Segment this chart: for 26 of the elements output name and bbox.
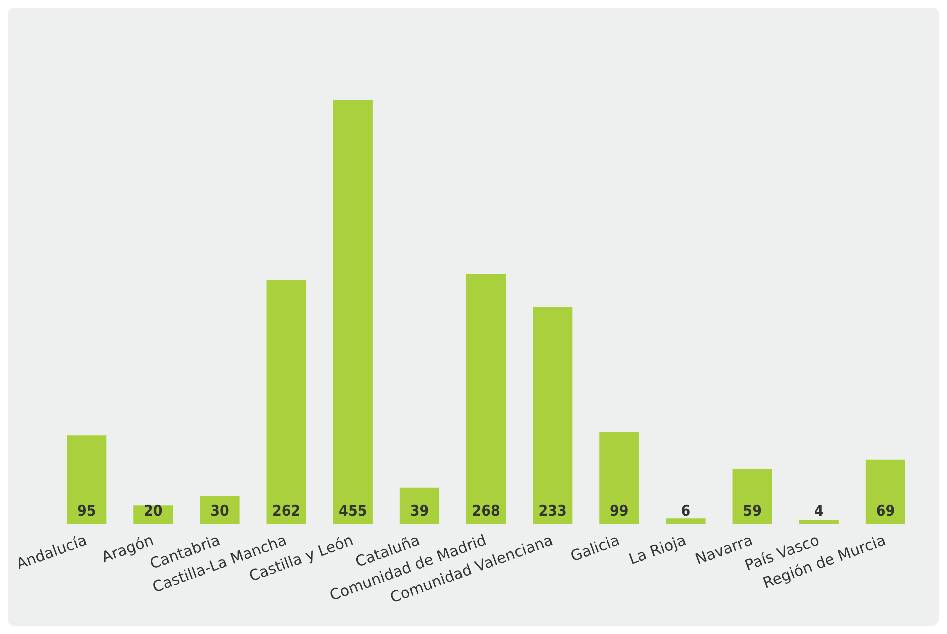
data-label: 262 bbox=[272, 502, 301, 520]
bar bbox=[333, 100, 373, 524]
data-label: 4 bbox=[814, 502, 824, 520]
bar bbox=[533, 306, 573, 524]
x-tick-label: Galicia bbox=[568, 531, 622, 566]
data-label: 6 bbox=[681, 502, 691, 520]
bar bbox=[266, 280, 306, 524]
bar bbox=[67, 436, 107, 524]
data-label: 455 bbox=[339, 502, 368, 520]
data-label: 233 bbox=[538, 502, 567, 520]
data-label: 99 bbox=[610, 502, 629, 520]
data-label: 20 bbox=[144, 502, 163, 520]
data-label: 30 bbox=[210, 502, 230, 520]
data-label: 268 bbox=[472, 502, 500, 520]
bar bbox=[866, 460, 906, 524]
data-label: 69 bbox=[876, 502, 896, 520]
bar bbox=[799, 520, 839, 524]
bar bbox=[400, 488, 440, 524]
data-label: 95 bbox=[77, 502, 96, 520]
data-label: 39 bbox=[410, 502, 430, 520]
bar bbox=[666, 518, 706, 524]
bar bbox=[732, 469, 772, 524]
bar bbox=[600, 432, 640, 524]
x-tick-label: La Rioja bbox=[626, 531, 689, 568]
data-label: 59 bbox=[743, 502, 762, 520]
bar bbox=[466, 274, 506, 524]
